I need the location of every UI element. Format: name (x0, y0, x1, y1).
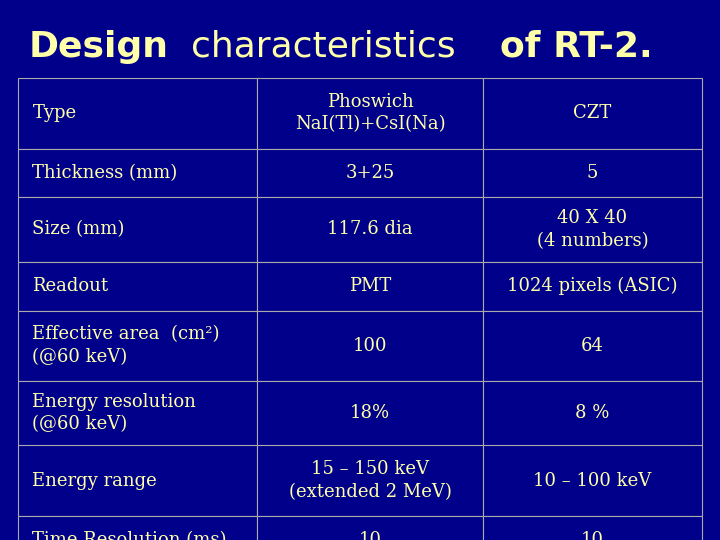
Text: Size (mm): Size (mm) (32, 220, 125, 239)
Bar (18, 381, 258, 446)
Text: 1024 pixels (ASIC): 1024 pixels (ASIC) (508, 277, 678, 295)
Text: 10: 10 (581, 531, 604, 540)
Bar (258, 516, 483, 540)
Text: 40 X 40
(4 numbers): 40 X 40 (4 numbers) (536, 210, 649, 249)
Bar (483, 148, 702, 197)
Text: characteristics: characteristics (191, 30, 456, 64)
Bar (258, 197, 483, 262)
Text: 8 %: 8 % (575, 404, 610, 422)
Bar (18, 516, 258, 540)
Text: 10 – 100 keV: 10 – 100 keV (534, 471, 652, 490)
Text: 10: 10 (359, 531, 382, 540)
Bar (18, 148, 258, 197)
Bar (483, 381, 702, 446)
Bar (18, 262, 258, 310)
Bar (483, 262, 702, 310)
Text: Design: Design (29, 30, 168, 64)
Bar (18, 78, 258, 148)
Bar (483, 78, 702, 148)
Bar (258, 148, 483, 197)
Bar (483, 197, 702, 262)
Text: 100: 100 (353, 336, 387, 355)
Text: Effective area  (cm²)
(@60 keV): Effective area (cm²) (@60 keV) (32, 326, 220, 366)
Bar (258, 446, 483, 516)
Text: CZT: CZT (573, 104, 612, 123)
Bar (258, 381, 483, 446)
Text: Type: Type (32, 104, 76, 123)
Bar (258, 262, 483, 310)
Text: Phoswich
NaI(Tl)+CsI(Na): Phoswich NaI(Tl)+CsI(Na) (295, 93, 446, 133)
Text: Readout: Readout (32, 277, 109, 295)
Bar (18, 310, 258, 381)
Text: 18%: 18% (350, 404, 390, 422)
Text: 15 – 150 keV
(extended 2 MeV): 15 – 150 keV (extended 2 MeV) (289, 461, 451, 501)
Text: 64: 64 (581, 336, 604, 355)
Text: Energy resolution
(@60 keV): Energy resolution (@60 keV) (32, 393, 197, 433)
Text: Energy range: Energy range (32, 471, 157, 490)
Bar (483, 516, 702, 540)
Bar (483, 446, 702, 516)
Text: of RT-2.: of RT-2. (500, 30, 653, 64)
Text: Thickness (mm): Thickness (mm) (32, 164, 178, 182)
Text: 117.6 dia: 117.6 dia (328, 220, 413, 239)
Bar (258, 310, 483, 381)
Bar (483, 310, 702, 381)
Text: 5: 5 (587, 164, 598, 182)
Text: PMT: PMT (349, 277, 392, 295)
Bar (18, 197, 258, 262)
Text: Time Resolution (ms): Time Resolution (ms) (32, 531, 227, 540)
Text: 3+25: 3+25 (346, 164, 395, 182)
Bar (258, 78, 483, 148)
Bar (18, 446, 258, 516)
